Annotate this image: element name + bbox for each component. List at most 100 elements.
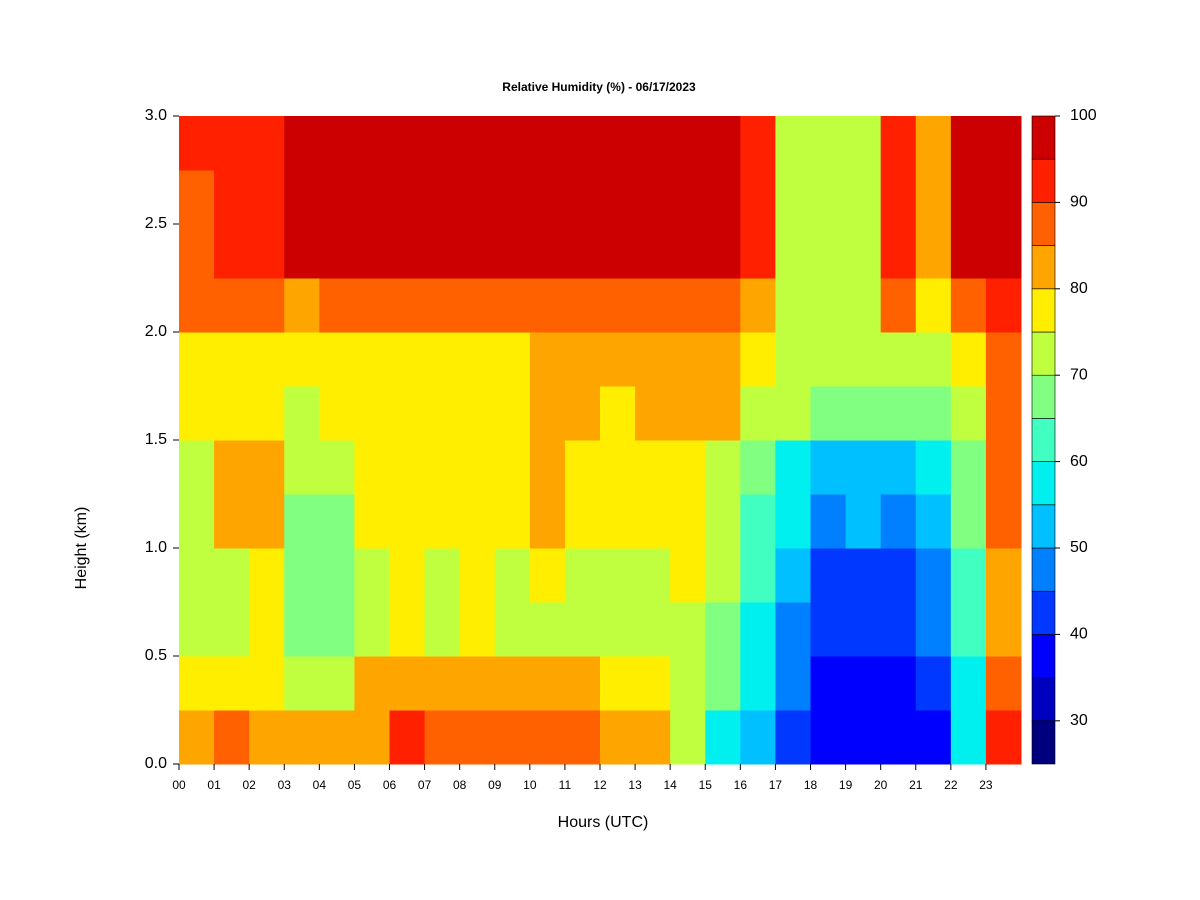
heatmap-cell — [564, 548, 601, 603]
heatmap-cell — [319, 494, 355, 549]
heatmap-cell — [705, 170, 741, 225]
heatmap-cell — [564, 656, 601, 711]
heatmap-cell — [950, 386, 987, 441]
heatmap-cell — [880, 116, 917, 171]
heatmap-cell — [705, 602, 741, 657]
heatmap-cell — [424, 548, 461, 603]
x-tick-label: 14 — [663, 778, 677, 792]
heatmap-cell — [424, 440, 461, 495]
heatmap-cell — [705, 548, 741, 603]
heatmap-cell — [705, 278, 741, 333]
heatmap-cell — [670, 170, 706, 225]
heatmap-cell — [424, 170, 461, 225]
heatmap-cell — [389, 440, 426, 495]
heatmap-cell — [915, 602, 952, 657]
colorbar-tick-label: 80 — [1070, 280, 1088, 297]
heatmap-cell — [915, 116, 952, 171]
heatmap-cell — [249, 710, 285, 765]
heatmap-cell — [600, 386, 636, 441]
heatmap-cell — [915, 386, 952, 441]
heatmap-cell — [670, 494, 706, 549]
heatmap-cell — [635, 440, 671, 495]
heatmap-cell — [740, 224, 776, 279]
heatmap-cell — [214, 224, 250, 279]
heatmap-cell — [389, 332, 426, 387]
heatmap-cell — [600, 710, 636, 765]
heatmap-cell — [950, 170, 987, 225]
heatmap-cell — [179, 548, 215, 603]
heatmap-cell — [424, 602, 461, 657]
heatmap-cell — [775, 440, 811, 495]
heatmap-cell — [810, 332, 847, 387]
heatmap-cell — [845, 548, 882, 603]
heatmap-cell — [389, 224, 426, 279]
heatmap-cell — [845, 602, 882, 657]
colorbar-band — [1031, 202, 1056, 246]
x-axis-label: Hours (UTC) — [558, 814, 649, 831]
colorbar-band — [1031, 115, 1056, 160]
heatmap-cell — [705, 332, 741, 387]
colorbar-band — [1031, 374, 1056, 419]
heatmap-cell — [635, 386, 671, 441]
heatmap-cell — [810, 278, 847, 333]
heatmap-cell — [600, 440, 636, 495]
heatmap-cell — [249, 494, 285, 549]
heatmap-cell — [950, 710, 987, 765]
heatmap-cell — [459, 278, 496, 333]
heatmap-cell — [915, 548, 952, 603]
x-tick-label: 16 — [734, 778, 748, 792]
heatmap-cell — [880, 224, 917, 279]
heatmap-cell — [635, 548, 671, 603]
x-tick-label: 01 — [207, 778, 221, 792]
heatmap-cell — [179, 116, 215, 171]
heatmap-cell — [319, 710, 355, 765]
x-tick-label: 04 — [313, 778, 327, 792]
heatmap-cell — [319, 278, 355, 333]
heatmap-cell — [494, 602, 531, 657]
heatmap-cell — [985, 170, 1022, 225]
colorbar-band — [1031, 547, 1056, 592]
heatmap-cell — [740, 602, 776, 657]
x-tick-label: 09 — [488, 778, 502, 792]
heatmap-cell — [635, 278, 671, 333]
heatmap-cell — [600, 332, 636, 387]
heatmap-cell — [389, 278, 426, 333]
heatmap-cell — [880, 332, 917, 387]
heatmap-cell — [775, 224, 811, 279]
heatmap-cell — [845, 224, 882, 279]
heatmap-cell — [705, 440, 741, 495]
heatmap-cell — [915, 278, 952, 333]
heatmap-cell — [985, 494, 1022, 549]
heatmap-cell — [424, 656, 461, 711]
heatmap-cell — [635, 224, 671, 279]
heatmap-cell — [564, 332, 601, 387]
heatmap-cell — [740, 332, 776, 387]
heatmap-cell — [810, 494, 847, 549]
heatmap-cell — [459, 602, 496, 657]
heatmap-cell — [284, 440, 320, 495]
heatmap-cell — [845, 494, 882, 549]
heatmap-cell — [284, 170, 320, 225]
heatmap-cell — [950, 224, 987, 279]
x-tick-label: 20 — [874, 778, 888, 792]
heatmap-cell — [529, 656, 566, 711]
heatmap-cell — [459, 224, 496, 279]
heatmap-cell — [985, 602, 1022, 657]
heatmap-cell — [424, 224, 461, 279]
heatmap-cell — [424, 386, 461, 441]
heatmap-cell — [494, 170, 531, 225]
heatmap-cell — [214, 116, 250, 171]
heatmap-cell — [284, 710, 320, 765]
colorbar-band — [1031, 504, 1056, 549]
heatmap-cell — [459, 332, 496, 387]
heatmap-cell — [494, 548, 531, 603]
heatmap-cell — [670, 386, 706, 441]
heatmap-cell — [810, 116, 847, 171]
heatmap-cell — [284, 494, 320, 549]
heatmap-cell — [600, 278, 636, 333]
x-tick-label: 12 — [593, 778, 607, 792]
heatmap-cell — [880, 656, 917, 711]
heatmap-cell — [670, 548, 706, 603]
